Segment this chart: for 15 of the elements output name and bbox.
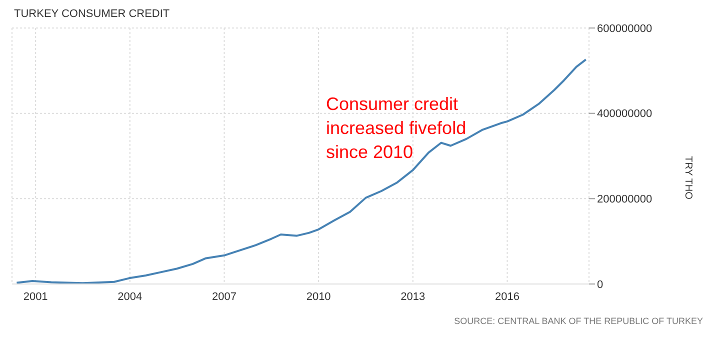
annotation: Consumer credit increased fivefold since 2010	[326, 93, 468, 164]
chart-title: TURKEY CONSUMER CREDIT	[14, 8, 170, 20]
x-tick-label: 2007	[212, 290, 236, 303]
y-tick-label: 200000000	[597, 194, 652, 206]
x-tick-label: 2004	[118, 290, 142, 303]
y-tick-label: 0	[597, 278, 604, 291]
y-tick-label: 600000000	[597, 22, 652, 35]
line-series	[16, 58, 587, 284]
y-axis-title: TRY THO	[682, 156, 694, 200]
x-tick-label: 2001	[23, 290, 48, 303]
source-note: SOURCE: CENTRAL BANK OF THE REPUBLIC OF TURKEY	[454, 316, 703, 326]
y-tick-label: 400000000	[597, 108, 652, 120]
x-tick-label: 2013	[400, 290, 426, 303]
x-tick-label: 2016	[495, 290, 520, 303]
x-tick-label: 2010	[306, 290, 331, 303]
